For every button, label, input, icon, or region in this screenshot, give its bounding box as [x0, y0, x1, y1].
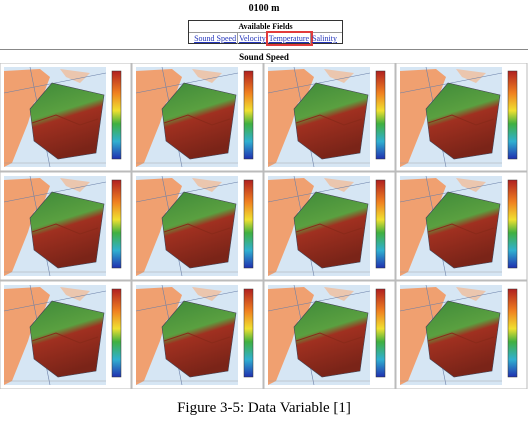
map-thumbnail: [263, 171, 396, 281]
depth-label: 0100 m: [248, 3, 280, 14]
divider: [0, 49, 528, 50]
panel-title: Sound Speed: [239, 52, 289, 62]
map-thumbnail: [131, 171, 264, 281]
field-link[interactable]: Sound Speed: [194, 33, 239, 44]
map-thumbnail: [0, 63, 132, 172]
map-grid: [0, 63, 528, 389]
map-thumbnail: [0, 280, 132, 389]
map-thumbnail: [131, 280, 264, 389]
field-link[interactable]: Temperature: [265, 31, 314, 46]
field-links: Sound Speed Velocity Temperature Salinit…: [189, 31, 342, 46]
figure-caption: Figure 3-5: Data Variable [1]: [177, 400, 351, 416]
map-thumbnail: [263, 63, 396, 172]
fields-box: Available Fields Sound Speed Velocity Te…: [188, 20, 343, 46]
map-thumbnail: [395, 171, 528, 281]
map-thumbnail: [395, 280, 528, 389]
fields-title: Available Fields: [238, 22, 293, 31]
map-thumbnail: [131, 63, 264, 172]
map-thumbnail: [263, 280, 396, 389]
map-thumbnail: [395, 63, 528, 172]
map-thumbnail: [0, 171, 132, 281]
field-link[interactable]: Salinity: [312, 34, 337, 43]
field-link[interactable]: Velocity: [239, 33, 268, 44]
